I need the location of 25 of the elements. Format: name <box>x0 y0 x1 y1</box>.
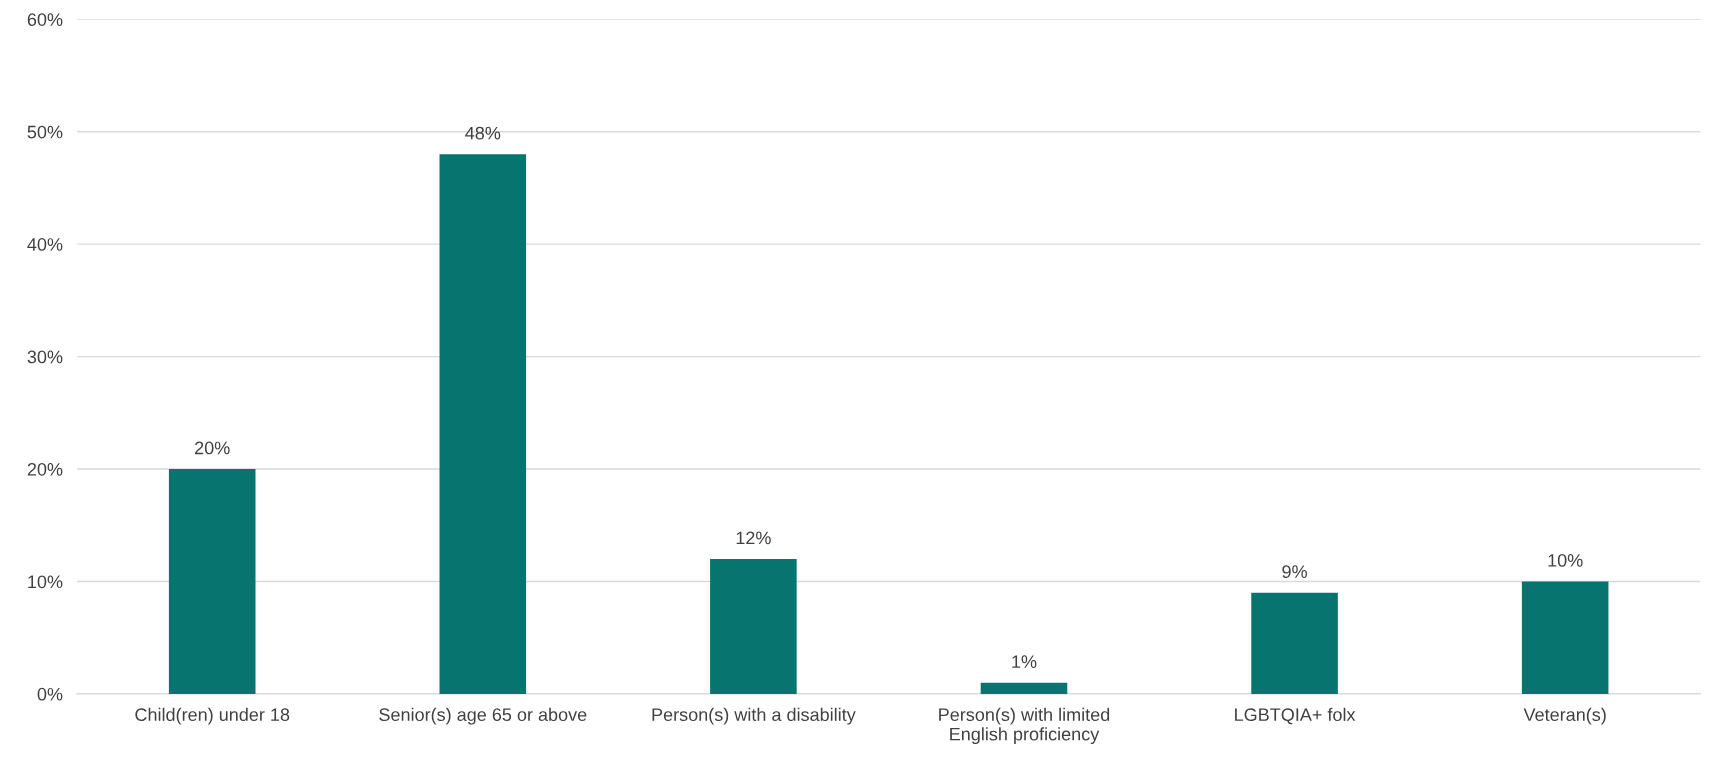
bar <box>439 154 527 694</box>
bar <box>168 469 256 694</box>
data-label: 1% <box>1012 655 1037 668</box>
bar <box>1521 581 1609 694</box>
bar <box>980 682 1068 694</box>
x-tick-label: Person(s) with limited English proficiency <box>939 707 1110 745</box>
data-label: 12% <box>736 531 771 545</box>
x-tick-label: Person(s) with a disability <box>652 707 856 725</box>
y-tick-label: 50% <box>27 125 63 139</box>
y-tick-label: 30% <box>27 350 63 364</box>
x-tick-label: Child(ren) under 18 <box>135 707 290 725</box>
x-tick-label: LGBTQIA+ folx <box>1235 707 1356 725</box>
y-tick-label: 40% <box>27 238 63 251</box>
bar <box>710 558 797 694</box>
bar <box>1251 592 1338 694</box>
y-tick-label: 10% <box>28 575 63 589</box>
y-tick-label: 20% <box>27 462 63 476</box>
data-label: 48% <box>465 126 501 140</box>
y-tick-label: 0% <box>37 687 63 701</box>
y-tick-label: 60% <box>27 13 63 26</box>
data-label: 20% <box>195 441 230 455</box>
data-label: 9% <box>1282 565 1307 579</box>
data-label: 10% <box>1548 554 1583 567</box>
x-tick-label: Veteran(s) <box>1523 707 1606 725</box>
x-tick-label: Senior(s) age 65 or above <box>379 707 587 725</box>
